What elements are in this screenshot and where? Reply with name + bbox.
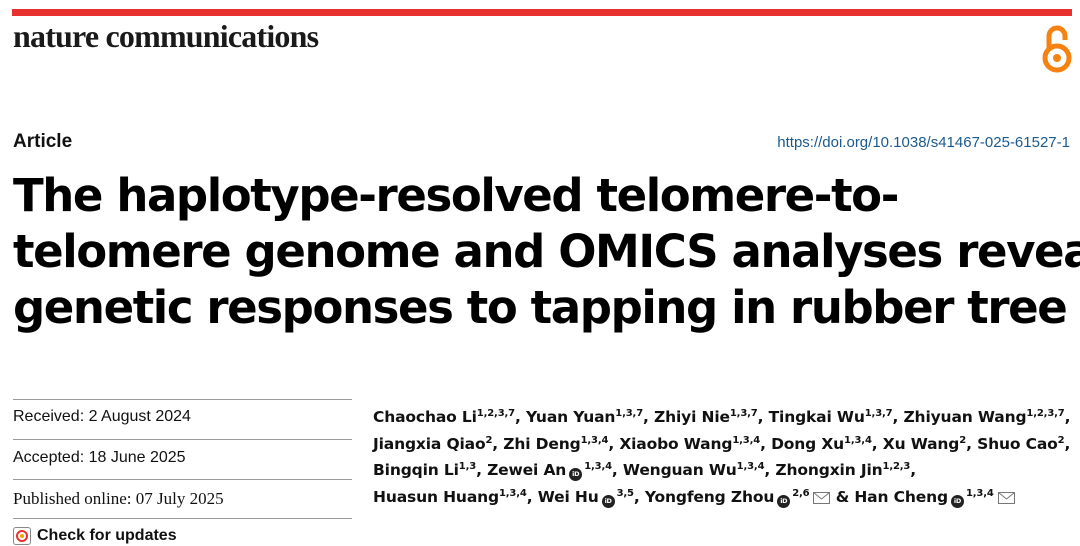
- affiliation-sup: 2: [485, 434, 493, 446]
- accepted-date: Accepted: 18 June 2025: [13, 449, 186, 466]
- author-name[interactable]: Tingkai Wu: [768, 408, 865, 426]
- mail-icon[interactable]: [997, 491, 1015, 504]
- author-name[interactable]: Dong Xu: [771, 434, 845, 453]
- orcid-icon[interactable]: iD: [950, 494, 964, 508]
- author-connector: &: [835, 487, 850, 506]
- author-name[interactable]: Zhi Deng: [503, 434, 581, 453]
- affiliation-sup: 1,3,4: [965, 487, 994, 499]
- author-name[interactable]: Yongfeng Zhou: [644, 487, 775, 506]
- affiliation-sup: 1,2,3,7: [1026, 408, 1065, 419]
- author-name[interactable]: Huasun Huang: [373, 487, 499, 506]
- divider: [13, 479, 352, 480]
- author-name[interactable]: Yuan Yuan: [525, 408, 616, 426]
- check-updates-icon: [13, 527, 31, 545]
- affiliation-sup: 1,3: [458, 461, 477, 472]
- doi-link[interactable]: https://doi.org/10.1038/s41467-025-61527…: [777, 134, 1070, 151]
- affiliation-sup: 2,6: [792, 487, 810, 499]
- affiliation-sup: 2: [959, 434, 967, 446]
- check-updates-label: Check for updates: [37, 527, 177, 544]
- affiliation-sup: 2: [1057, 434, 1065, 446]
- orcid-icon[interactable]: iD: [601, 494, 615, 508]
- title-line: telomere genome and OMICS analyses revea…: [13, 225, 1080, 278]
- orcid-icon[interactable]: iD: [777, 494, 791, 508]
- title-line: genetic responses to tapping in rubber t…: [13, 281, 1068, 334]
- divider: [13, 399, 352, 400]
- author-line: Huasun Huang1,3,4, Wei Hu iD3,5, Yongfeng…: [373, 484, 1073, 511]
- article-type: Article: [13, 131, 73, 152]
- affiliation-sup: 1,3,7: [864, 408, 893, 419]
- author-name[interactable]: Han Cheng: [854, 487, 948, 506]
- author-name[interactable]: Bingqin Li: [373, 461, 459, 479]
- orcid-icon[interactable]: iD: [569, 468, 583, 481]
- author-name[interactable]: Zhiyuan Wang: [903, 408, 1027, 426]
- journal-title: nature communications: [13, 18, 319, 54]
- affiliation-sup: 1,3,4: [580, 434, 609, 446]
- divider: [13, 518, 352, 519]
- author-name[interactable]: Shuo Cao: [977, 434, 1058, 453]
- author-line: Bingqin Li1,3, Zewei An iD1,3,4, Wenguan …: [373, 461, 916, 481]
- author-name[interactable]: Zewei An: [487, 461, 567, 479]
- affiliation-sup: 1,3,4: [844, 434, 872, 446]
- author-name[interactable]: Wenguan Wu: [622, 461, 737, 479]
- divider: [13, 439, 352, 440]
- affiliation-sup: 1,3,7: [615, 408, 644, 419]
- author-name[interactable]: Zhongxin Jin: [775, 461, 883, 479]
- author-name[interactable]: Zhiyi Nie: [654, 408, 730, 426]
- author-name[interactable]: Chaochao Li: [373, 408, 477, 426]
- author-name[interactable]: Wei Hu: [537, 487, 599, 506]
- affiliation-sup: 3,5: [616, 487, 634, 499]
- accent-bar: [12, 9, 1072, 16]
- mail-icon[interactable]: [813, 491, 831, 504]
- author-name[interactable]: Xu Wang: [882, 434, 960, 453]
- author-list: Chaochao Li1,2,3,7, Yuan Yuan1,3,7, Zhiy…: [373, 404, 1073, 510]
- author-line: Chaochao Li1,2,3,7, Yuan Yuan1,3,7, Zhiy…: [373, 408, 1071, 426]
- author-name[interactable]: Jiangxia Qiao: [373, 434, 486, 453]
- affiliation-sup: 1,2,3: [882, 461, 911, 472]
- received-date: Received: 2 August 2024: [13, 408, 191, 425]
- affiliation-sup: 1,2,3,7: [476, 408, 515, 419]
- check-updates-button[interactable]: Check for updates: [13, 527, 177, 545]
- author-name[interactable]: Xiaobo Wang: [619, 434, 733, 453]
- affiliation-sup: 1,3,4: [584, 461, 612, 472]
- affiliation-sup: 1,3,4: [736, 461, 765, 472]
- open-access-icon[interactable]: [1040, 22, 1074, 74]
- article-title: The haplotype-resolved telomere-to- telo…: [13, 168, 1080, 336]
- affiliation-sup: 1,3,4: [732, 434, 761, 446]
- title-line: The haplotype-resolved telomere-to-: [13, 169, 899, 222]
- affiliation-sup: 1,3,7: [729, 408, 758, 419]
- author-line: Jiangxia Qiao2, Zhi Deng1,3,4, Xiaobo Wa…: [373, 434, 1071, 453]
- affiliation-sup: 1,3,4: [498, 487, 527, 499]
- published-date: Published online: 07 July 2025: [13, 489, 224, 508]
